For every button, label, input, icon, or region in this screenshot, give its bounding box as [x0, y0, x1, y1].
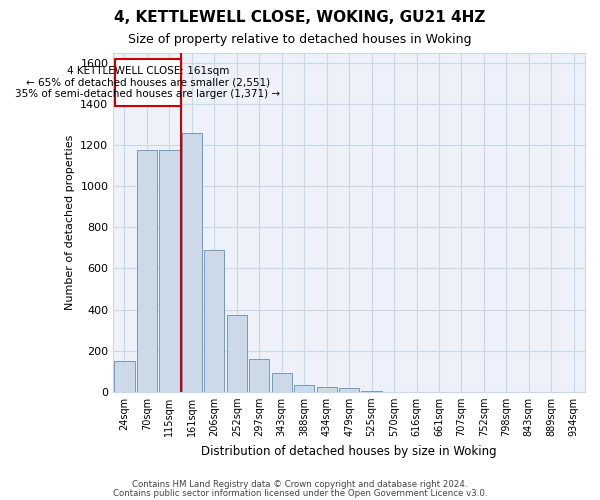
Bar	[339, 388, 359, 392]
Text: 4 KETTLEWELL CLOSE: 161sqm
← 65% of detached houses are smaller (2,551)
35% of s: 4 KETTLEWELL CLOSE: 161sqm ← 65% of deta…	[16, 66, 281, 99]
Bar	[204, 250, 224, 392]
Text: Contains HM Land Registry data © Crown copyright and database right 2024.: Contains HM Land Registry data © Crown c…	[132, 480, 468, 489]
Bar	[227, 314, 247, 392]
FancyBboxPatch shape	[115, 58, 181, 106]
Bar	[182, 132, 202, 392]
Text: 4, KETTLEWELL CLOSE, WOKING, GU21 4HZ: 4, KETTLEWELL CLOSE, WOKING, GU21 4HZ	[115, 10, 485, 25]
Text: Contains public sector information licensed under the Open Government Licence v3: Contains public sector information licen…	[113, 488, 487, 498]
Bar	[361, 391, 382, 392]
Bar	[249, 359, 269, 392]
Text: Size of property relative to detached houses in Woking: Size of property relative to detached ho…	[128, 32, 472, 46]
Y-axis label: Number of detached properties: Number of detached properties	[65, 134, 74, 310]
Bar	[317, 386, 337, 392]
Bar	[294, 384, 314, 392]
X-axis label: Distribution of detached houses by size in Woking: Distribution of detached houses by size …	[202, 444, 497, 458]
Bar	[137, 150, 157, 392]
Bar	[115, 361, 134, 392]
Bar	[272, 374, 292, 392]
Bar	[159, 150, 179, 392]
